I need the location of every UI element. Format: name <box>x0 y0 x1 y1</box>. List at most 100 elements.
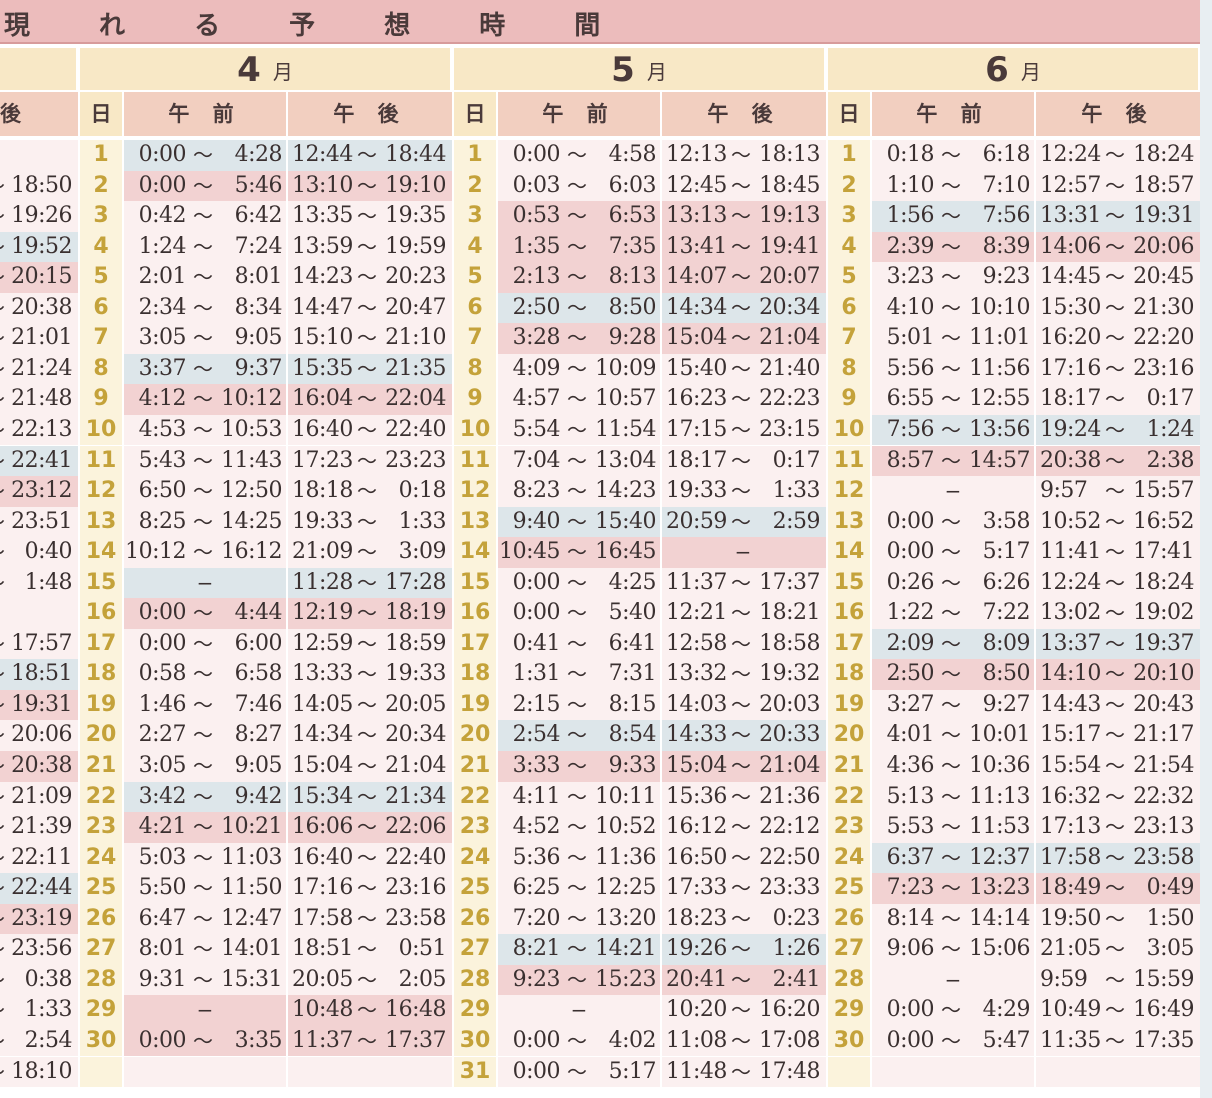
month-number: 4 <box>237 50 261 90</box>
tilde: 〜 <box>193 662 213 687</box>
tilde: 〜 <box>1105 723 1125 748</box>
pm-cell-bg <box>288 751 452 782</box>
pm-cell-bg <box>1036 720 1200 751</box>
tilde: 〜 <box>567 173 587 198</box>
pm-end: 23:15 <box>759 416 820 442</box>
pm-end: 15:57 <box>1133 478 1194 504</box>
am-end: 8:15 <box>608 691 657 717</box>
month-header-prev <box>0 48 78 90</box>
am-end: 9:27 <box>982 691 1031 717</box>
am-start: 5:13 <box>886 783 935 809</box>
tilde: 〜 <box>0 201 10 231</box>
pm-start: 10:52 <box>1040 508 1101 534</box>
pm-cell-bg <box>662 445 826 476</box>
pm-start: 14:10 <box>1040 661 1101 687</box>
tilde: 〜 <box>731 1028 751 1053</box>
tilde: 〜 <box>1105 143 1125 167</box>
am-cell-bg <box>872 414 1034 446</box>
am-cell-bg <box>872 231 1034 263</box>
am-cell-bg <box>498 567 660 599</box>
pm-end: 18:57 <box>1133 172 1194 198</box>
pm-start: 12:57 <box>1040 172 1101 198</box>
am-end: 14:14 <box>969 905 1030 931</box>
am-end: 8:54 <box>608 722 657 748</box>
pm-cell-bg <box>288 414 452 446</box>
am-start: 5:36 <box>512 844 561 870</box>
tilde: 〜 <box>1105 173 1125 198</box>
am-end: 11:53 <box>969 814 1030 840</box>
pm-end: 17:28 <box>385 569 446 595</box>
tilde: 〜 <box>1105 295 1125 320</box>
pm-start: 13:41 <box>666 233 727 259</box>
tilde: 〜 <box>0 965 10 995</box>
day-number: 13 <box>80 506 122 538</box>
tilde: 〜 <box>941 876 961 901</box>
day-number: 3 <box>828 201 870 232</box>
pm-cell-bg <box>1036 537 1200 568</box>
am-end: 5:17 <box>982 539 1031 565</box>
pm-end: 21:40 <box>759 355 820 381</box>
tilde: 〜 <box>0 354 10 384</box>
pm-end: 21:10 <box>385 325 446 351</box>
tilde: 〜 <box>731 265 751 290</box>
prev-row-bg <box>0 537 78 568</box>
no-time-dash: − <box>570 998 588 1023</box>
tilde: 〜 <box>0 843 10 873</box>
pm-cell-bg <box>288 323 452 354</box>
day-number: 14 <box>828 537 870 568</box>
tilde: 〜 <box>1105 417 1125 442</box>
am-end: 11:36 <box>595 844 656 870</box>
tilde: 〜 <box>731 356 751 381</box>
pm-start: 18:23 <box>666 905 727 931</box>
tilde: 〜 <box>567 937 587 962</box>
am-start: 9:31 <box>138 966 187 992</box>
pm-end: 18:45 <box>759 172 820 198</box>
pm-start: 11:37 <box>666 569 727 595</box>
tilde: 〜 <box>731 876 751 901</box>
day-number: 24 <box>454 842 496 874</box>
am-start: 6:47 <box>138 905 187 931</box>
pm-end: 16:49 <box>1133 997 1194 1023</box>
day-number: 15 <box>80 567 122 599</box>
pm-start: 15:30 <box>1040 294 1101 320</box>
am-end: 14:23 <box>595 478 656 504</box>
pm-start: 21:09 <box>292 539 353 565</box>
subheader-pm: 午 後 <box>1036 92 1200 136</box>
day-number: 28 <box>454 964 496 996</box>
am-start: 0:18 <box>886 142 935 167</box>
pm-cell-bg <box>1036 201 1200 232</box>
am-end: 5:40 <box>608 600 657 626</box>
am-end: 8:13 <box>608 264 657 290</box>
prev-row-bg <box>0 964 78 996</box>
pm-end: 19:13 <box>759 203 820 229</box>
am-start: 0:58 <box>138 661 187 687</box>
tilde: 〜 <box>567 1028 587 1053</box>
am-start: 1:31 <box>512 661 561 687</box>
am-start: 0:00 <box>512 1027 561 1053</box>
tilde: 〜 <box>193 448 213 473</box>
page-title: 現 れ る 予 想 時 間 <box>4 11 631 41</box>
pm-start: 17:58 <box>1040 844 1101 870</box>
am-end: 16:45 <box>595 539 656 565</box>
am-cell-bg <box>872 995 1034 1026</box>
pm-cell-bg <box>288 598 452 629</box>
pm-cell-bg <box>288 476 452 507</box>
tilde: 〜 <box>0 262 10 292</box>
tilde: 〜 <box>357 509 377 534</box>
pm-start: 14:06 <box>1040 233 1101 259</box>
tilde: 〜 <box>731 417 751 442</box>
prev-row-bg <box>0 934 78 965</box>
day-number: 21 <box>454 751 496 782</box>
am-end: 7:35 <box>608 233 657 259</box>
tilde: 〜 <box>193 937 213 962</box>
am-end: 14:01 <box>221 936 282 962</box>
day-number: 19 <box>828 689 870 721</box>
am-cell-bg <box>498 628 660 660</box>
tilde: 〜 <box>567 295 587 320</box>
am-end: 16:12 <box>221 539 282 565</box>
tilde: 〜 <box>0 537 10 567</box>
day-number: 4 <box>454 231 496 263</box>
tilde: 〜 <box>1105 784 1125 809</box>
am-start: 0:00 <box>138 600 187 626</box>
day-number: 11 <box>828 445 870 476</box>
